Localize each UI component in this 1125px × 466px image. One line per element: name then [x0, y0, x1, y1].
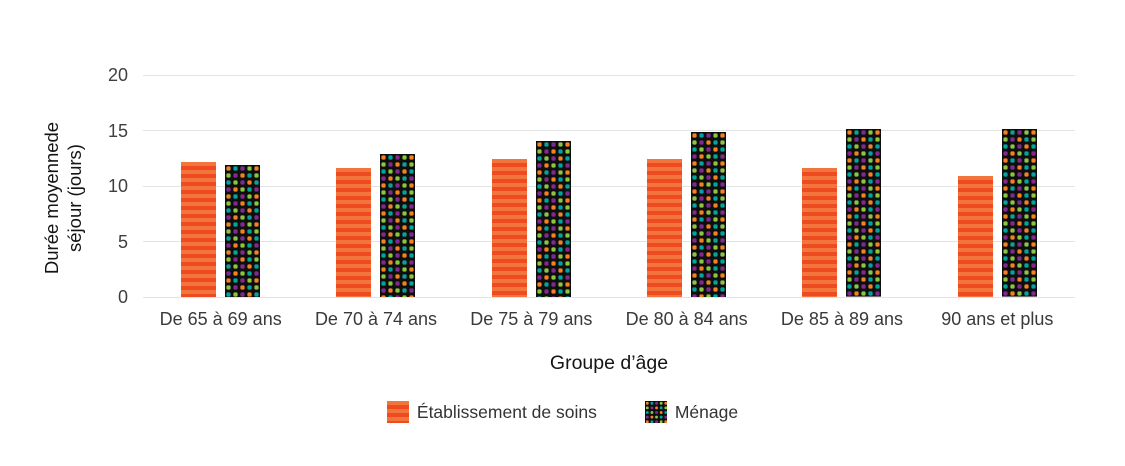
bar-group: [764, 75, 919, 297]
bar-etablissement: [647, 159, 683, 297]
bar-group: [920, 75, 1075, 297]
legend-label-etablissement: Établissement de soins: [416, 401, 597, 422]
gridline: [143, 74, 1075, 76]
bar-group: [143, 75, 298, 297]
plot-area: [143, 74, 1075, 298]
bar-menage: [1001, 129, 1037, 297]
y-tick-label: 0: [117, 287, 128, 307]
menage-swatch-icon: [644, 401, 667, 423]
bar-menage: [535, 140, 571, 297]
y-tick-label: 20: [107, 65, 128, 85]
bar-etablissement: [336, 168, 372, 297]
bar-menage: [691, 131, 727, 297]
gridline: [143, 185, 1075, 187]
legend-item-menage: Ménage: [644, 401, 739, 423]
legend: Établissement de soins Ménage: [0, 401, 1125, 423]
gridline: [143, 296, 1075, 298]
y-tick-label: 10: [107, 176, 128, 196]
bar-groups: [143, 75, 1075, 297]
bar-etablissement: [491, 159, 527, 297]
bar-menage: [846, 129, 882, 297]
x-tick-label: 90 ans et plus: [941, 309, 1054, 329]
x-tick-label: De 65 à 69 ans: [159, 309, 282, 329]
x-tick-label: De 85 à 89 ans: [780, 309, 904, 329]
x-tick-label: De 70 à 74 ans: [314, 309, 438, 329]
bar-group: [298, 75, 453, 297]
legend-item-etablissement: Établissement de soins: [386, 401, 597, 423]
gridline: [143, 130, 1075, 131]
bar-menage: [380, 153, 416, 297]
bar-group: [609, 75, 764, 297]
bar-menage: [225, 164, 261, 297]
bar-etablissement: [957, 176, 993, 297]
gridline: [143, 241, 1075, 242]
x-axis-title: Groupe d’âge: [549, 352, 669, 374]
etablissement-swatch-icon: [386, 401, 409, 423]
y-tick-label: 5: [117, 231, 128, 252]
bar-etablissement: [802, 168, 838, 297]
x-tick-label: De 75 à 79 ans: [470, 309, 593, 329]
bar-group: [454, 75, 609, 297]
bar-etablissement: [181, 161, 217, 297]
legend-label-menage: Ménage: [674, 401, 739, 422]
x-tick-label: De 80 à 84 ans: [625, 309, 748, 329]
x-tick-labels: De 65 à 69 ans De 70 à 74 ans De 75 à 79 a…: [143, 309, 1075, 330]
y-tick-label: 15: [107, 120, 128, 141]
